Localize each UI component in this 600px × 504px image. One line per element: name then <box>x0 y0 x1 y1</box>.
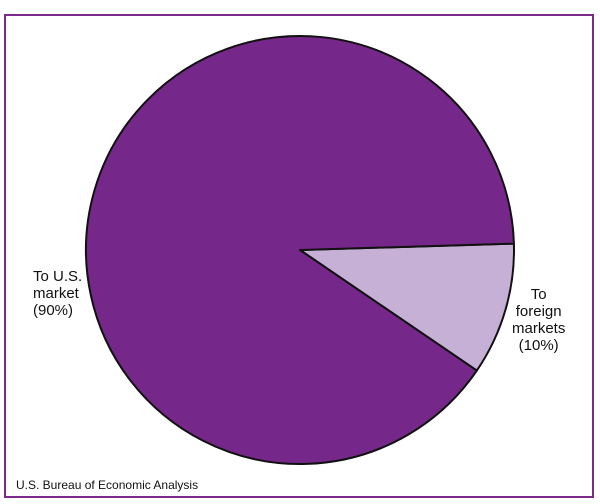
slice-label-us-line-3: (90%) <box>33 302 74 319</box>
pie-slice-foreign-markets <box>299 242 515 372</box>
slice-label-foreign-line-3: markets <box>512 320 566 337</box>
source-note: U.S. Bureau of Economic Analysis <box>16 478 199 492</box>
slice-label-foreign-line-1: To <box>530 286 547 303</box>
slice-label-foreign-line-2: foreign <box>515 303 562 320</box>
slice-label-foreign-line-4: (10%) <box>518 337 559 354</box>
slice-label-foreign-markets: To foreign markets (10%) <box>512 286 565 354</box>
slice-label-us-line-2: market <box>33 285 79 302</box>
slice-label-us-line-1: To U.S. <box>33 268 83 285</box>
pie-slice-us-market <box>84 35 515 465</box>
slice-label-us-market: To U.S. market (90%) <box>33 268 82 319</box>
